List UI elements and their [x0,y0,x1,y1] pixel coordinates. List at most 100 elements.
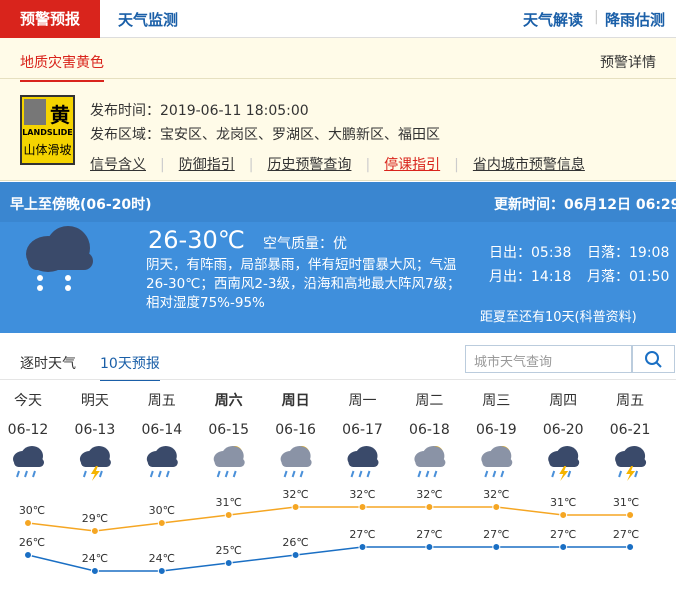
weekday: 周日 [282,393,310,409]
astro-value: 01:50 [629,269,670,285]
warning-panel: 地质灾害黄色 预警详情 黄 LANDSLIDE 山体滑坡 发布时间：2019-0… [0,38,676,181]
search-input[interactable]: 城市天气查询 [465,345,632,373]
field: 发布区域：宝安区、龙岗区、罗湖区、大鹏新区、福田区 [90,124,440,144]
temperature-label: 27℃ [483,528,509,541]
separator: | [248,157,254,173]
temperature-point [291,551,300,559]
temperature-label: 31℃ [613,496,639,509]
icon-cloud [214,458,245,467]
icon-rain [366,470,371,478]
temperature-point [425,503,434,511]
icon-rain [16,470,20,478]
forecast-tab[interactable]: 逐时天气 [20,356,76,372]
date: 06-20 [543,422,584,438]
separator: | [454,157,459,173]
temperature-label: 26℃ [19,536,45,549]
temperature-label: 27℃ [416,528,442,541]
icon-rain [283,470,288,478]
nav-link[interactable]: 降雨估测 [605,11,666,29]
warning-title[interactable]: 地质灾害黄色 [20,52,104,82]
field-label: 发布时间： [90,103,160,119]
icon-rain [551,470,556,478]
temperature-label: 27℃ [349,528,375,541]
update-label: 更新时间： [494,197,564,213]
icon-rain [165,470,170,478]
weekday: 周五 [148,393,176,409]
temperature-label: 29℃ [82,512,108,525]
badge-code: LANDSLIDE [22,128,73,137]
aqi-value: 优 [333,236,347,252]
icon-rain [82,470,87,478]
temperature-point [224,511,233,519]
temperature-label: 27℃ [613,528,639,541]
update-time: 06月12日 06:29 [564,197,676,213]
temperature-label: 24℃ [149,552,175,565]
weather-icon [481,446,513,478]
weekday: 周二 [415,393,443,409]
link[interactable]: 停课指引 [384,157,441,173]
icon-rain [149,470,154,478]
temperature-point [492,503,501,511]
astro-label: 日出： [489,245,531,261]
temperature-line [27,546,631,572]
astro-label: 日落： [587,245,629,261]
weekday: 周五 [616,393,644,409]
divider [0,78,676,79]
nav-tab[interactable]: 预警预报 [0,0,100,38]
nav-tab[interactable]: 天气监测 [118,11,179,29]
temperature-label: 30℃ [19,504,45,517]
astro-value: 19:08 [629,245,670,261]
astro: 月出：14:18 [489,266,571,286]
date: 06-17 [342,422,383,438]
detail-link[interactable]: 预警详情 [600,55,656,71]
weather-icon [280,446,312,478]
icon-cloud [616,458,647,467]
temperature-point [358,543,367,551]
weather-icon [548,446,580,481]
icon-rain [417,470,422,478]
icon-bolt [90,466,100,481]
field-value: 宝安区、龙岗区、罗湖区、大鹏新区、福田区 [160,127,440,143]
temperature-label: 25℃ [216,544,242,557]
date: 06-15 [208,422,249,438]
search-button[interactable] [632,345,675,373]
icon-cloud [147,458,178,467]
temperature-point [626,511,635,519]
countdown[interactable]: 距夏至还有10天(科普资料) [480,310,637,325]
icon-rain [358,470,363,478]
period: 早上至傍晚(06-20时) [10,197,152,213]
icon-rain [216,470,221,478]
field-value: 2019-06-11 18:05:00 [160,103,309,119]
icon-rain [232,470,237,478]
icon-cloud [80,458,111,467]
astro: 日落：19:08 [587,242,669,262]
weekday: 周三 [482,393,510,409]
temperature-point [358,503,367,511]
astro-label: 月落： [587,269,629,285]
temperature-point [90,567,99,575]
temperature-point [90,527,99,535]
icon-rain [500,470,505,478]
temperature-point [492,543,501,551]
warning-badge: 黄 LANDSLIDE 山体滑坡 [20,95,75,165]
description: 阴天，有阵雨，局部暴雨，伴有短时雷暴大风；气温26-30℃；西南风2-3级，沿海… [146,257,461,311]
icon-cloud [281,458,312,467]
temperature-label: 31℃ [216,496,242,509]
temperature-point [24,551,32,559]
temperature-point [24,519,32,527]
temperature-label: 32℃ [416,488,442,501]
link[interactable]: 防御指引 [178,157,235,173]
icon-rain [157,470,162,478]
nav-link[interactable]: 天气解读 [523,11,584,29]
link[interactable]: 信号含义 [90,157,146,173]
date: 06-19 [476,422,517,438]
link[interactable]: 历史预警查询 [267,157,352,173]
icon-rain [492,470,497,478]
forecast-tab[interactable]: 10天预报 [100,353,160,381]
link[interactable]: 省内城市预警信息 [472,157,585,173]
weather-icon [414,446,446,478]
divider [0,379,676,380]
weekday: 周六 [215,392,243,409]
astro: 日出：05:38 [489,242,571,262]
